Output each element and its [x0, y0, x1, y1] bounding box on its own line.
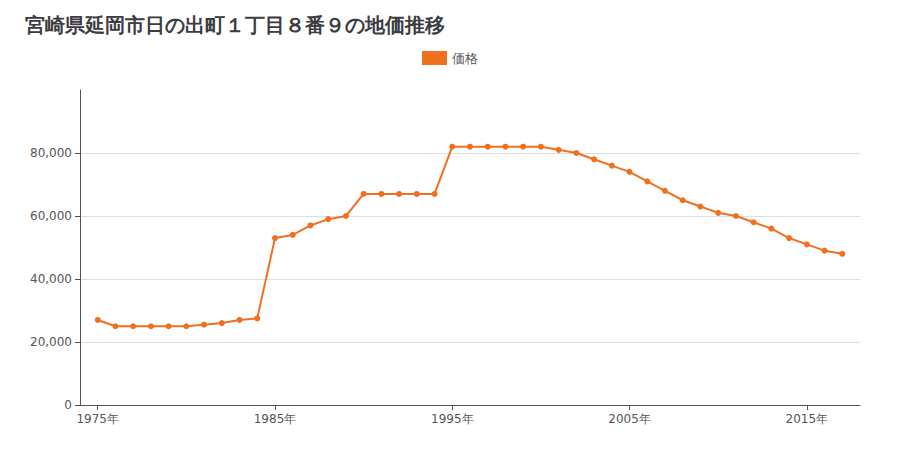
svg-text:20,000: 20,000 — [30, 335, 72, 349]
svg-text:価格: 価格 — [452, 51, 478, 66]
svg-text:2015年: 2015年 — [786, 412, 829, 426]
svg-text:2005年: 2005年 — [608, 412, 651, 426]
svg-text:宮崎県延岡市日の出町１丁目８番９の地価推移: 宮崎県延岡市日の出町１丁目８番９の地価推移 — [25, 13, 445, 37]
svg-text:40,000: 40,000 — [30, 272, 72, 286]
svg-text:1975年: 1975年 — [76, 412, 119, 426]
svg-text:80,000: 80,000 — [30, 146, 72, 160]
svg-text:1985年: 1985年 — [254, 412, 297, 426]
svg-text:60,000: 60,000 — [30, 209, 72, 223]
svg-text:1995年: 1995年 — [431, 412, 474, 426]
svg-text:0: 0 — [64, 398, 72, 412]
